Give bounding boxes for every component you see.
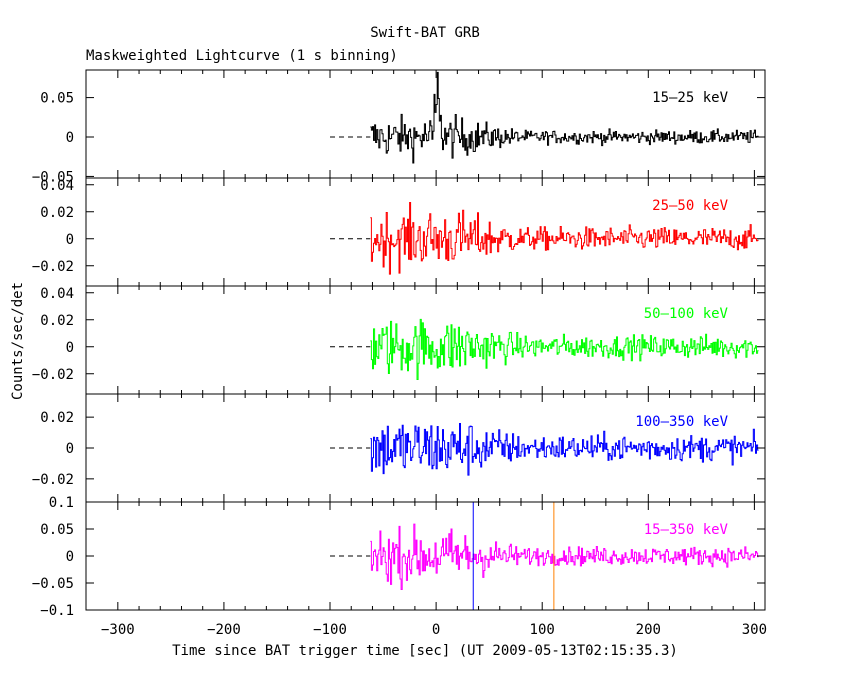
panel-frame bbox=[85, 177, 766, 287]
x-tick-label: 200 bbox=[636, 622, 661, 638]
lightcurve-2 bbox=[370, 202, 759, 275]
y-tick-label: 0 bbox=[66, 340, 74, 356]
x-tick-label: 300 bbox=[742, 622, 767, 638]
band-label-5: 15–350 keV bbox=[644, 522, 729, 538]
panel-2: −0.02 0 0.02 0.04 25–50 keV bbox=[32, 177, 766, 287]
y-tick-label: −0.1 bbox=[40, 603, 74, 619]
chart-title: Swift-BAT GRB bbox=[370, 25, 480, 41]
y-tick-label: −0.05 bbox=[32, 169, 74, 185]
panel-5: −0.1 −0.05 0 0.05 0.1 15–350 keV bbox=[32, 495, 766, 619]
y-tick-label: 0.04 bbox=[40, 178, 74, 194]
band-label-4: 100–350 keV bbox=[635, 414, 728, 430]
y-tick-label: −0.05 bbox=[32, 576, 74, 592]
y-tick-label: 0.02 bbox=[40, 205, 74, 221]
y-tick-label: −0.02 bbox=[32, 259, 74, 275]
panels-group: −0.05 0 0.05 15–25 keV −0.02 0 0.02 0.04 25–50 k… bbox=[32, 69, 767, 638]
lightcurve-5 bbox=[370, 523, 759, 590]
y-tick-label: 0 bbox=[66, 232, 74, 248]
y-tick-label: 0.05 bbox=[40, 522, 74, 538]
y-tick-label: 0 bbox=[66, 130, 74, 146]
y-tick-label: −0.02 bbox=[32, 472, 74, 488]
chart-subtitle: Maskweighted Lightcurve (1 s binning) bbox=[86, 48, 398, 64]
x-axis-label: Time since BAT trigger time [sec] (UT 20… bbox=[172, 643, 678, 659]
lightcurve-1 bbox=[370, 71, 759, 164]
y-tick-label: 0.04 bbox=[40, 286, 74, 302]
panel-3: −0.02 0 0.02 0.04 50–100 keV bbox=[32, 285, 766, 395]
panel-4: −0.02 0 0.02 100–350 keV bbox=[32, 393, 766, 503]
y-tick-label: 0.02 bbox=[40, 313, 74, 329]
lightcurve-3 bbox=[370, 318, 759, 380]
band-label-1: 15–25 keV bbox=[652, 90, 728, 106]
x-tick-label: −200 bbox=[207, 622, 241, 638]
band-label-3: 50–100 keV bbox=[644, 306, 729, 322]
x-tick-label: 0 bbox=[432, 622, 440, 638]
y-tick-label: 0 bbox=[66, 441, 74, 457]
y-tick-label: 0 bbox=[66, 549, 74, 565]
x-tick-label: −300 bbox=[101, 622, 135, 638]
y-axis-label: Counts/sec/det bbox=[10, 282, 26, 400]
y-tick-label: 0.1 bbox=[49, 495, 74, 511]
x-tick-label: −100 bbox=[313, 622, 347, 638]
lightcurve-4 bbox=[370, 423, 759, 476]
x-tick-label: 100 bbox=[530, 622, 555, 638]
panel-1: −0.05 0 0.05 15–25 keV bbox=[32, 69, 766, 185]
y-tick-label: 0.02 bbox=[40, 410, 74, 426]
y-tick-label: 0.05 bbox=[40, 91, 74, 107]
band-label-2: 25–50 keV bbox=[652, 198, 728, 214]
y-tick-label: −0.02 bbox=[32, 367, 74, 383]
